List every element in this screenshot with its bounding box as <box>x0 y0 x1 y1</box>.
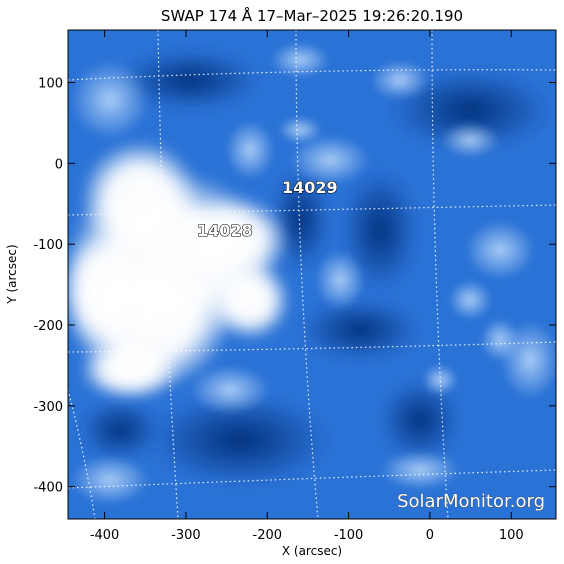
y-tick-label: 0 <box>55 157 63 172</box>
coordinate-grid <box>68 30 556 519</box>
euv-image: 14029 14028 SolarMonitor.org <box>68 30 556 519</box>
figure-title: SWAP 174 Å 17–Mar–2025 19:26:20.190 <box>161 6 463 25</box>
x-tick-label: -300 <box>171 528 201 543</box>
grid-parallel-2 <box>68 204 556 216</box>
active-region-core <box>68 140 290 400</box>
y-tick-label: -100 <box>33 238 63 253</box>
x-tick-label: 0 <box>426 528 434 543</box>
grid-parallel-1 <box>68 69 556 81</box>
x-axis-ticks: -400 -300 -200 -100 0 100 <box>90 30 524 543</box>
y-axis-ticks: 100 0 -100 -200 -300 -400 <box>33 77 556 496</box>
region-label-14028: 14028 <box>197 221 253 240</box>
x-tick-label: 100 <box>499 528 524 543</box>
y-tick-label: -200 <box>33 319 63 334</box>
solarmonitor-watermark: SolarMonitor.org <box>397 491 545 512</box>
grid-parallel-4 <box>68 469 556 489</box>
x-tick-label: -400 <box>90 528 120 543</box>
plot-frame <box>67 29 557 520</box>
x-tick-label: -200 <box>253 528 283 543</box>
x-axis-label: X (arcsec) <box>282 544 342 558</box>
grid-meridian-1 <box>68 389 96 519</box>
x-tick-label: -100 <box>334 528 364 543</box>
y-tick-label: 100 <box>38 77 63 92</box>
y-tick-label: -300 <box>33 400 63 415</box>
y-tick-label: -400 <box>33 481 63 496</box>
region-label-14029: 14029 <box>282 178 338 197</box>
grid-parallel-3 <box>68 341 556 353</box>
y-axis-label: Y (arcsec) <box>5 244 19 304</box>
